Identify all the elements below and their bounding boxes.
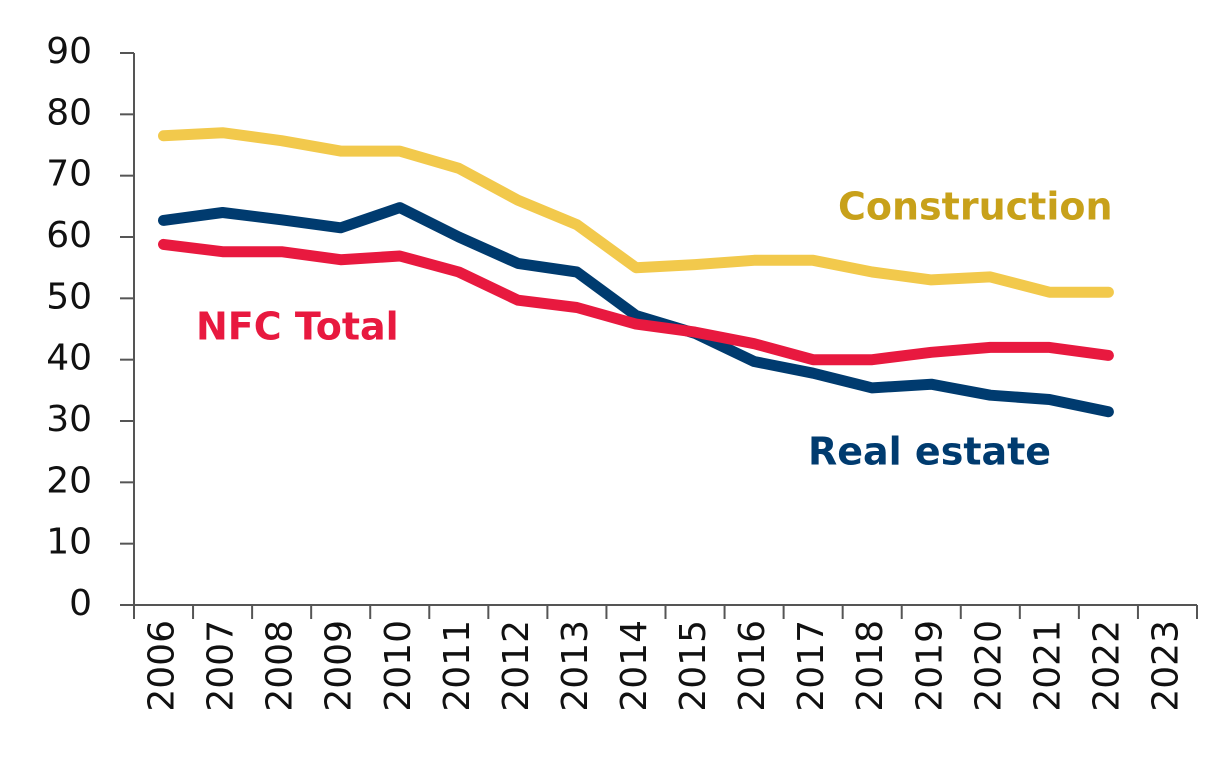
y-tick-label: 50 — [46, 276, 92, 317]
x-tick-label: 2013 — [555, 620, 596, 712]
x-tick-label: 2019 — [909, 620, 950, 712]
x-tick-label: 2022 — [1086, 620, 1127, 712]
x-tick-label: 2011 — [437, 620, 478, 712]
x-tick-label: 2016 — [732, 620, 773, 712]
y-tick-label: 90 — [46, 31, 92, 72]
x-tick-label: 2020 — [968, 620, 1009, 712]
x-tick-label: 2006 — [142, 620, 183, 712]
series-line-real-estate — [158, 202, 1114, 418]
y-tick-label: 40 — [46, 338, 92, 379]
y-tick-label: 30 — [46, 399, 92, 440]
y-tick-label: 10 — [46, 522, 92, 563]
y-tick-label: 70 — [46, 154, 92, 195]
x-tick-label: 2012 — [496, 620, 537, 712]
x-tick-label: 2007 — [201, 620, 242, 712]
x-axis-ticks: 2006 2007 2008 2009 2010 2011 2012 2013 2014 2015… — [133, 605, 1198, 712]
x-tick-label: 2015 — [673, 620, 714, 712]
x-tick-label: 2017 — [791, 620, 832, 712]
x-tick-label: 2008 — [260, 620, 301, 712]
x-tick-label: 2021 — [1027, 620, 1068, 712]
x-tick-label: 2018 — [850, 620, 891, 712]
series-group — [158, 127, 1114, 418]
y-tick-label: 60 — [46, 215, 92, 256]
series-line-nfc-total — [158, 238, 1114, 366]
series-labels: Construction Real estate NFC Total — [196, 185, 1113, 474]
series-label-nfc-total: NFC Total — [196, 305, 399, 349]
x-tick-label: 2023 — [1145, 620, 1186, 712]
x-tick-label: 2014 — [614, 620, 655, 712]
y-tick-label: 80 — [46, 92, 92, 133]
y-tick-label: 0 — [69, 583, 92, 624]
series-line-construction — [158, 127, 1114, 298]
series-label-real-estate: Real estate — [808, 430, 1051, 474]
x-tick-label: 2010 — [378, 620, 419, 712]
series-label-construction: Construction — [838, 185, 1113, 229]
y-tick-label: 20 — [46, 460, 92, 501]
y-axis-ticks: 0 10 20 30 40 50 60 70 80 90 — [46, 31, 134, 624]
x-tick-label: 2009 — [319, 620, 360, 712]
